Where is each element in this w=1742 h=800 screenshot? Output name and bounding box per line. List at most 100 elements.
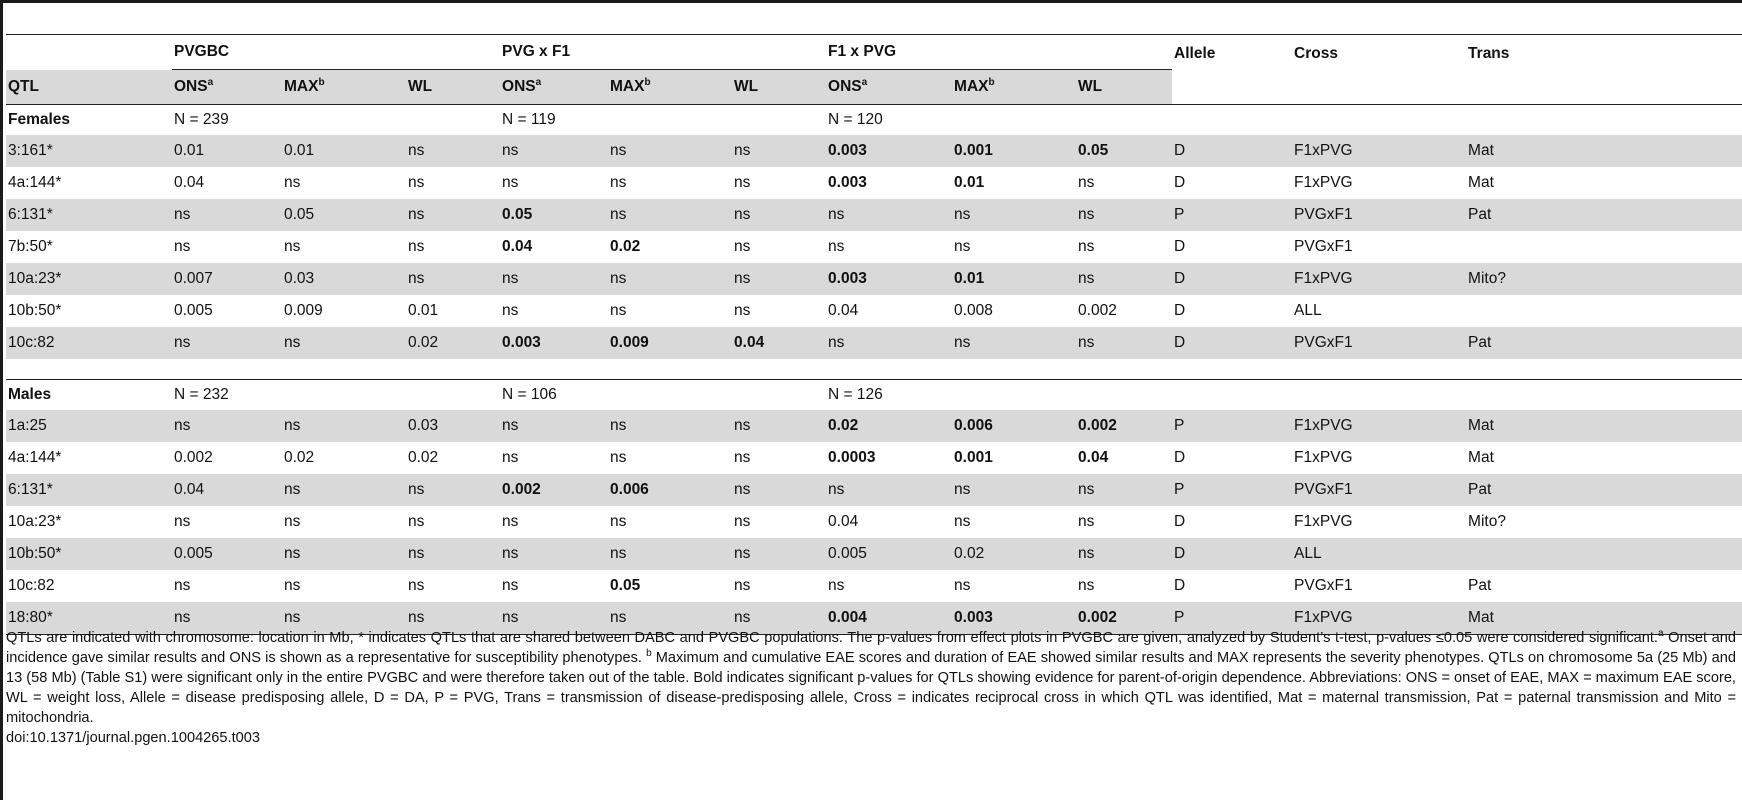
allele-cell: D	[1172, 263, 1293, 295]
p-value-cell: ns	[610, 302, 627, 319]
footnote-main: QTLs are indicated with chromosome: loca…	[6, 630, 1658, 646]
p-value-cell: ns	[406, 602, 501, 635]
p-value-cell: 0.02	[408, 449, 439, 466]
p-value-cell: 0.05	[1076, 135, 1173, 167]
p-value-cell: ns	[954, 577, 971, 594]
empty-cell	[1172, 105, 1292, 136]
header-ons-pvgxf1: ONSa	[500, 69, 609, 105]
p-value-cell: 0.006	[952, 410, 1077, 442]
trans-cell: Pat	[1466, 474, 1742, 506]
p-value-cell: ns	[1078, 174, 1095, 191]
header-wl-f1xpvg: WL	[1076, 69, 1173, 105]
qtl-cell: 7b:50*	[8, 238, 53, 255]
qtl-table: PVGBC PVG x F1 F1 x PVG Allele Cross Tra…	[6, 34, 1742, 635]
trans-cell: Pat	[1468, 577, 1492, 594]
header-trans: Trans	[1466, 34, 1742, 105]
table-row: 10c:82 ns ns ns ns 0.05 ns ns ns ns D PVGxF1 Pat	[6, 570, 1742, 602]
p-value-cell: 0.007	[172, 263, 282, 295]
table-row: 10c:82 ns ns 0.02 0.003 0.009 0.04 ns ns ns D PVGxF…	[6, 327, 1742, 359]
p-value-cell: ns	[406, 538, 501, 570]
p-value-cell: ns	[732, 538, 827, 570]
p-value-cell: 0.004	[826, 602, 953, 635]
p-value-cell: ns	[282, 538, 406, 570]
p-value-cell: 0.01	[408, 302, 439, 319]
p-value-cell: ns	[826, 327, 953, 359]
p-value-cell: ns	[734, 513, 751, 530]
p-value-cell: 0.02	[826, 410, 953, 442]
allele-cell: D	[1174, 449, 1186, 466]
header-allele: Allele	[1172, 34, 1293, 105]
p-value-cell: 0.03	[282, 263, 406, 295]
p-value-cell: 0.01	[282, 135, 406, 167]
empty-cell	[1466, 380, 1742, 411]
sample-size: N = 239	[174, 111, 229, 128]
header-max-label: MAX	[284, 78, 319, 95]
p-value-cell: 0.002	[500, 474, 609, 506]
p-value-cell: ns	[1078, 577, 1095, 594]
table-row: 10b:50* 0.005 ns ns ns ns ns 0.005 0.02 ns D ALL	[6, 538, 1742, 570]
sample-size: N = 106	[502, 386, 557, 403]
p-value-cell: ns	[172, 327, 282, 359]
p-value-cell: 0.05	[500, 199, 609, 231]
p-value-cell: ns	[406, 199, 501, 231]
allele-cell: D	[1174, 577, 1186, 594]
header-max-label: MAX	[610, 78, 645, 95]
p-value-cell: ns	[734, 302, 751, 319]
cross-cell: PVGxF1	[1294, 238, 1353, 255]
qtl-cell: 6:131*	[6, 199, 172, 231]
table-body: Females N = 239 N = 119 N = 120 3:161* 0.01 0.…	[6, 105, 1742, 635]
qtl-cell: 10c:82	[6, 327, 172, 359]
p-value-cell: ns	[610, 174, 627, 191]
p-value-cell: ns	[500, 410, 609, 442]
table-row: 6:131* 0.04 ns ns 0.002 0.006 ns ns ns ns P PVGxF1 P…	[6, 474, 1742, 506]
p-value-cell: ns	[732, 410, 827, 442]
doi: doi:10.1371/journal.pgen.1004265.t003	[6, 730, 260, 746]
p-value-cell: ns	[734, 449, 751, 466]
p-value-cell: ns	[610, 513, 627, 530]
p-value-cell: ns	[608, 135, 733, 167]
p-value-cell: ns	[502, 302, 519, 319]
cross-cell: F1xPVG	[1292, 263, 1467, 295]
qtl-cell: 18:80*	[6, 602, 172, 635]
cross-cell: PVGxF1	[1292, 327, 1467, 359]
p-value-cell: 0.003	[500, 327, 609, 359]
allele-cell: D	[1172, 538, 1293, 570]
p-value-cell: 0.003	[828, 174, 867, 191]
header-ons-f1xpvg: ONSa	[826, 69, 953, 105]
p-value-cell: ns	[406, 263, 501, 295]
trans-cell: Pat	[1466, 199, 1742, 231]
p-value-cell: ns	[608, 538, 733, 570]
p-value-cell: ns	[172, 602, 282, 635]
allele-cell: D	[1172, 135, 1293, 167]
p-value-cell: 0.0003	[828, 449, 876, 466]
cross-cell: F1xPVG	[1292, 135, 1467, 167]
p-value-cell: ns	[954, 238, 971, 255]
separator-cell	[6, 359, 1742, 380]
p-value-cell: ns	[610, 449, 627, 466]
allele-cell: D	[1174, 174, 1186, 191]
trans-cell: Pat	[1466, 327, 1742, 359]
p-value-cell: ns	[174, 577, 191, 594]
p-value-cell: ns	[732, 263, 827, 295]
p-value-cell: ns	[282, 410, 406, 442]
p-value-cell: 0.04	[1078, 449, 1109, 466]
p-value-cell: ns	[1076, 199, 1173, 231]
p-value-cell: 0.05	[610, 577, 641, 594]
header-max-label: MAX	[954, 78, 989, 95]
section-header-females: Females N = 239 N = 119 N = 120	[6, 105, 1742, 136]
header-ons-label: ONS	[828, 78, 862, 95]
p-value-cell: ns	[500, 263, 609, 295]
header-max-footnote-marker: b	[318, 76, 325, 88]
cross-cell: F1xPVG	[1294, 513, 1353, 530]
p-value-cell: 0.001	[954, 449, 993, 466]
allele-cell: D	[1174, 302, 1186, 319]
p-value-cell: 0.04	[502, 238, 533, 255]
p-value-cell: 0.01	[954, 174, 985, 191]
p-value-cell: 0.02	[610, 238, 641, 255]
table-row: 18:80* ns ns ns ns ns ns 0.004 0.003 0.002 P F1xPVG…	[6, 602, 1742, 635]
p-value-cell: ns	[828, 577, 845, 594]
trans-cell: Mat	[1466, 602, 1742, 635]
p-value-cell: ns	[1076, 327, 1173, 359]
header-max-footnote-marker: b	[988, 76, 995, 88]
p-value-cell: ns	[952, 199, 1077, 231]
